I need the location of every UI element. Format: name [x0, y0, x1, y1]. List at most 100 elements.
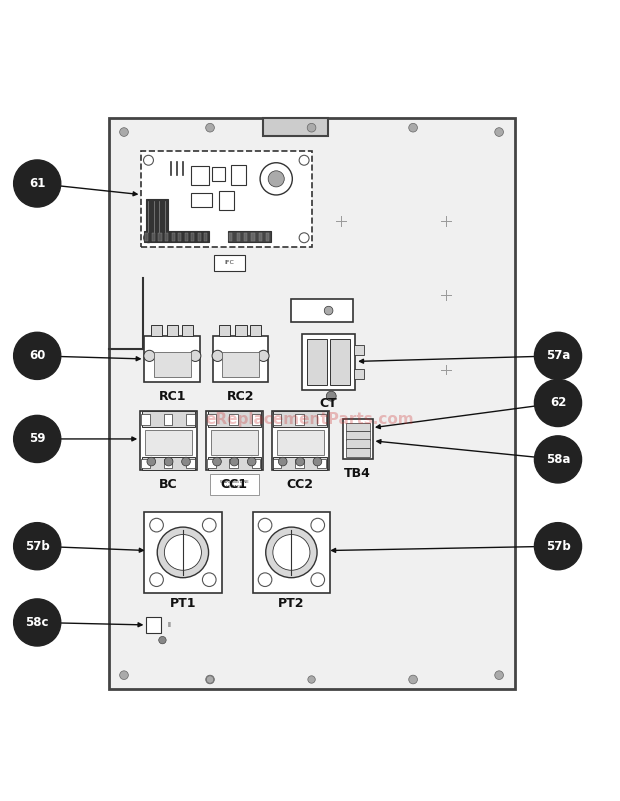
FancyBboxPatch shape — [142, 412, 195, 427]
Circle shape — [278, 457, 287, 466]
FancyBboxPatch shape — [167, 325, 179, 336]
FancyBboxPatch shape — [144, 512, 222, 593]
FancyBboxPatch shape — [236, 233, 239, 241]
Text: IFC: IFC — [224, 260, 234, 265]
Text: 59: 59 — [29, 433, 45, 445]
FancyBboxPatch shape — [346, 431, 370, 440]
Circle shape — [268, 171, 284, 187]
Text: 62: 62 — [550, 396, 566, 409]
FancyBboxPatch shape — [267, 233, 269, 241]
FancyBboxPatch shape — [228, 231, 272, 242]
FancyBboxPatch shape — [273, 412, 327, 427]
FancyBboxPatch shape — [219, 325, 230, 336]
Circle shape — [495, 670, 503, 679]
Circle shape — [495, 127, 503, 136]
FancyBboxPatch shape — [250, 325, 261, 336]
FancyBboxPatch shape — [303, 334, 355, 390]
Circle shape — [534, 436, 582, 483]
Circle shape — [14, 332, 61, 380]
Text: 61: 61 — [29, 177, 45, 190]
FancyBboxPatch shape — [346, 440, 370, 448]
Circle shape — [120, 670, 128, 679]
Circle shape — [143, 155, 153, 165]
FancyBboxPatch shape — [355, 369, 363, 380]
Text: RC2: RC2 — [227, 389, 254, 403]
FancyBboxPatch shape — [229, 414, 238, 425]
Circle shape — [14, 416, 61, 462]
FancyBboxPatch shape — [186, 459, 195, 469]
Circle shape — [258, 350, 269, 361]
Circle shape — [202, 573, 216, 586]
FancyBboxPatch shape — [185, 233, 188, 241]
FancyBboxPatch shape — [144, 336, 200, 382]
FancyBboxPatch shape — [145, 430, 192, 455]
Ellipse shape — [273, 534, 310, 570]
FancyBboxPatch shape — [236, 325, 247, 336]
FancyBboxPatch shape — [218, 191, 234, 210]
Circle shape — [299, 155, 309, 165]
FancyBboxPatch shape — [273, 414, 281, 425]
Text: 57b: 57b — [25, 540, 50, 553]
Text: 60: 60 — [29, 349, 45, 362]
FancyBboxPatch shape — [207, 459, 216, 469]
Circle shape — [120, 127, 128, 136]
FancyBboxPatch shape — [208, 412, 261, 427]
FancyBboxPatch shape — [152, 233, 155, 241]
Circle shape — [260, 163, 293, 195]
Circle shape — [307, 123, 316, 132]
Text: 57a: 57a — [546, 349, 570, 362]
FancyBboxPatch shape — [208, 457, 261, 470]
Circle shape — [313, 457, 322, 466]
Circle shape — [299, 233, 309, 243]
Circle shape — [206, 675, 215, 684]
Text: II: II — [167, 622, 171, 628]
Circle shape — [212, 350, 223, 361]
FancyBboxPatch shape — [222, 352, 259, 377]
Text: BC: BC — [159, 477, 178, 491]
Circle shape — [202, 518, 216, 532]
FancyBboxPatch shape — [146, 617, 161, 634]
FancyBboxPatch shape — [229, 459, 238, 469]
Circle shape — [230, 457, 239, 466]
FancyBboxPatch shape — [140, 412, 197, 470]
FancyBboxPatch shape — [108, 119, 515, 689]
FancyBboxPatch shape — [151, 325, 162, 336]
Ellipse shape — [266, 527, 317, 578]
Circle shape — [147, 457, 156, 466]
Circle shape — [206, 676, 214, 683]
FancyBboxPatch shape — [191, 167, 210, 185]
FancyBboxPatch shape — [244, 233, 247, 241]
Text: 57b: 57b — [546, 540, 570, 553]
Circle shape — [159, 637, 166, 644]
Text: 58c: 58c — [25, 616, 49, 629]
FancyBboxPatch shape — [198, 233, 201, 241]
FancyBboxPatch shape — [273, 459, 281, 469]
Circle shape — [296, 457, 304, 466]
FancyBboxPatch shape — [145, 233, 148, 241]
Text: PT1: PT1 — [170, 597, 196, 610]
FancyBboxPatch shape — [141, 151, 311, 247]
Circle shape — [150, 518, 164, 532]
FancyBboxPatch shape — [164, 414, 172, 425]
FancyBboxPatch shape — [317, 459, 326, 469]
FancyBboxPatch shape — [146, 199, 167, 233]
Text: CC1: CC1 — [221, 477, 248, 491]
FancyBboxPatch shape — [154, 352, 191, 377]
FancyBboxPatch shape — [172, 233, 175, 241]
Circle shape — [259, 573, 272, 586]
FancyBboxPatch shape — [210, 474, 259, 495]
FancyBboxPatch shape — [204, 233, 207, 241]
FancyBboxPatch shape — [259, 233, 262, 241]
FancyBboxPatch shape — [229, 233, 232, 241]
FancyBboxPatch shape — [252, 414, 260, 425]
FancyBboxPatch shape — [317, 414, 326, 425]
FancyBboxPatch shape — [191, 233, 194, 241]
FancyBboxPatch shape — [141, 459, 150, 469]
FancyBboxPatch shape — [253, 512, 330, 593]
Circle shape — [206, 123, 215, 132]
FancyBboxPatch shape — [291, 299, 353, 322]
FancyBboxPatch shape — [272, 412, 329, 470]
Circle shape — [14, 599, 61, 646]
Circle shape — [326, 391, 336, 401]
Circle shape — [534, 522, 582, 570]
